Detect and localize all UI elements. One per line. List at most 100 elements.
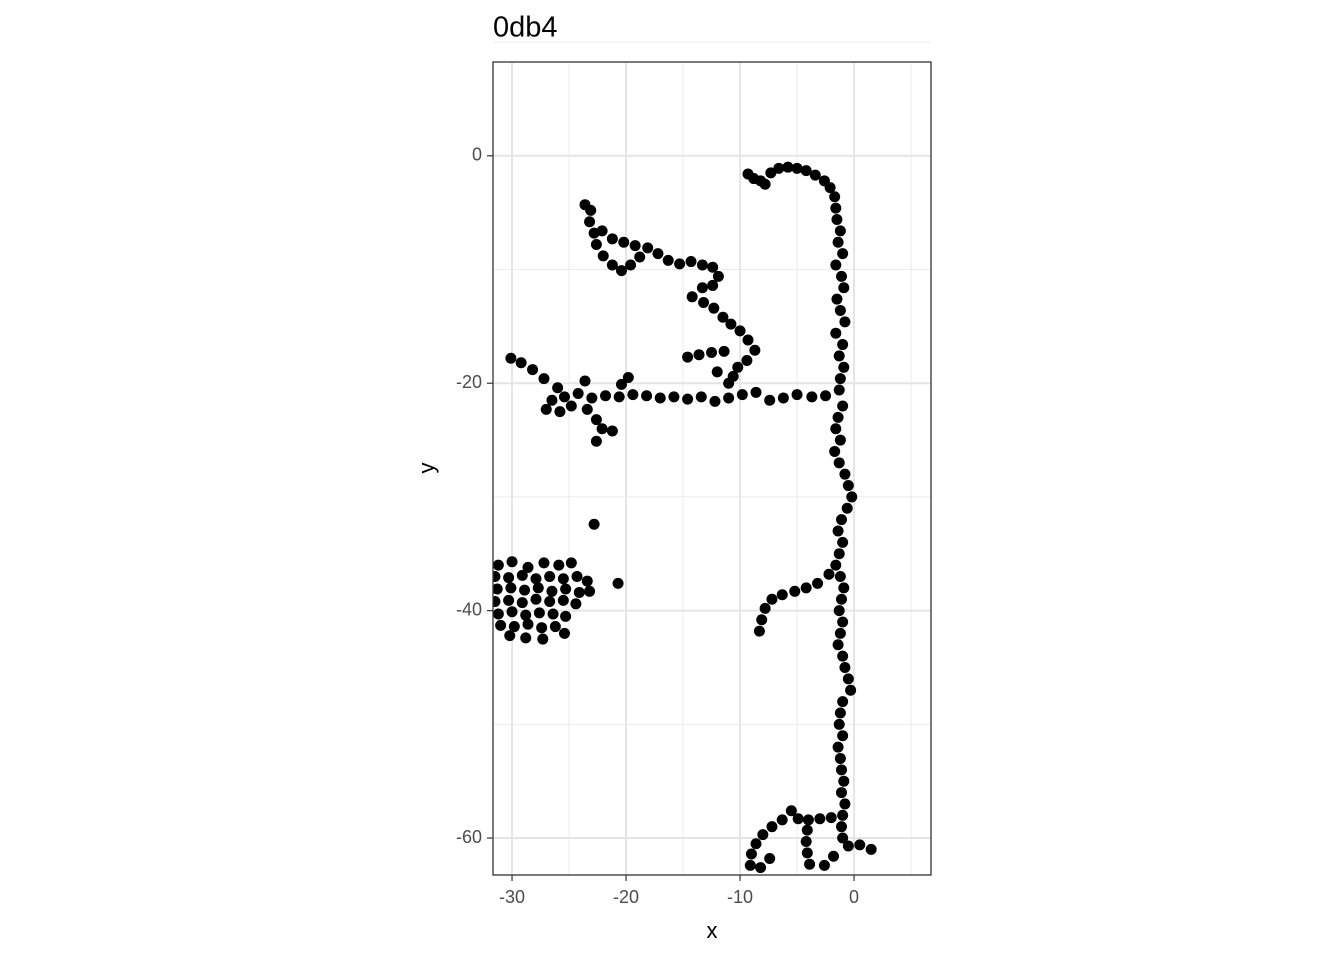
point — [842, 840, 854, 852]
point — [736, 389, 748, 401]
point — [766, 593, 778, 605]
point — [834, 304, 846, 316]
point — [606, 259, 618, 271]
x-axis-title: x — [707, 918, 718, 943]
point — [789, 585, 801, 597]
chart-title: 0db4 — [493, 12, 558, 44]
panel-border — [492, 61, 932, 876]
point — [834, 571, 846, 583]
point — [570, 598, 582, 610]
point — [557, 573, 569, 585]
point — [571, 571, 583, 583]
point — [516, 597, 528, 609]
point — [776, 589, 788, 601]
point — [685, 256, 697, 268]
point — [834, 373, 846, 385]
point — [596, 423, 608, 435]
point — [801, 847, 813, 859]
point — [791, 162, 803, 174]
point — [584, 585, 596, 597]
point — [696, 259, 708, 271]
point — [846, 491, 858, 503]
point — [505, 352, 517, 364]
point — [820, 390, 832, 402]
point — [829, 445, 841, 457]
point — [693, 349, 705, 361]
point — [622, 372, 634, 384]
point — [837, 536, 849, 548]
point — [527, 364, 539, 376]
point — [837, 809, 849, 821]
point — [830, 559, 842, 571]
point — [837, 248, 849, 260]
point — [712, 270, 724, 282]
point — [836, 593, 848, 605]
point — [615, 378, 627, 390]
point — [732, 361, 744, 373]
point — [554, 406, 566, 418]
point — [832, 236, 844, 248]
point — [698, 296, 710, 308]
point — [832, 639, 844, 651]
point — [723, 392, 735, 404]
point — [854, 839, 866, 851]
point — [757, 829, 769, 841]
point — [832, 525, 844, 537]
point — [586, 392, 598, 404]
point — [800, 582, 812, 594]
y-tick-label: 0 — [472, 145, 482, 165]
point — [831, 293, 843, 305]
point — [546, 585, 558, 597]
point — [756, 614, 768, 626]
point — [834, 225, 846, 237]
point — [753, 625, 765, 637]
y-tick-label: -40 — [456, 599, 482, 619]
point — [759, 178, 771, 190]
point — [727, 370, 739, 382]
point — [538, 557, 550, 569]
point — [682, 351, 694, 363]
point — [824, 182, 836, 194]
point — [833, 457, 845, 469]
point — [674, 258, 686, 270]
x-tick-label: -10 — [727, 887, 753, 907]
point — [830, 202, 842, 214]
point — [634, 251, 646, 263]
point — [520, 609, 532, 621]
point — [766, 821, 778, 833]
point — [493, 596, 501, 608]
point — [745, 848, 757, 860]
point — [838, 361, 850, 373]
point — [585, 204, 597, 216]
point — [696, 282, 708, 294]
point — [495, 619, 507, 631]
point — [641, 390, 653, 402]
point — [833, 605, 845, 617]
point — [584, 216, 596, 228]
point — [764, 853, 776, 865]
point — [558, 391, 570, 403]
point — [839, 661, 851, 673]
point — [725, 318, 737, 330]
point — [581, 403, 593, 415]
point — [515, 357, 527, 369]
point — [836, 514, 848, 526]
point — [565, 557, 577, 569]
point — [581, 575, 593, 587]
point — [818, 859, 830, 871]
point — [629, 240, 641, 252]
x-tick-label: -30 — [499, 887, 525, 907]
y-axis-title: y — [414, 463, 439, 474]
point — [744, 859, 756, 871]
point — [652, 248, 664, 260]
point — [493, 583, 503, 595]
point — [625, 259, 637, 271]
point — [801, 824, 813, 836]
point — [565, 400, 577, 412]
point — [834, 627, 846, 639]
point — [707, 261, 719, 273]
point — [834, 434, 846, 446]
point — [493, 559, 504, 571]
point — [782, 161, 794, 173]
point — [686, 291, 698, 303]
